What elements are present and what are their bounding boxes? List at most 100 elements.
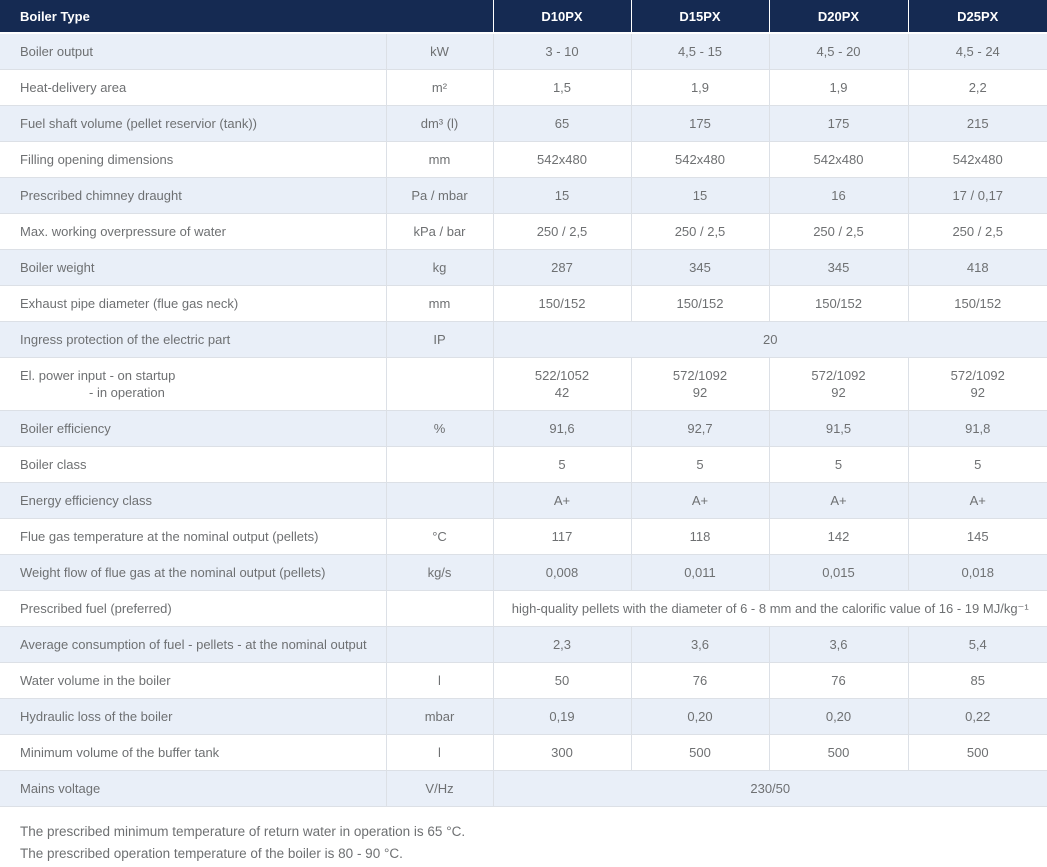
- header-model-d10px: D10PX: [492, 0, 631, 34]
- row-label: Boiler output: [0, 33, 386, 70]
- row-label-line1: Flue gas temperature at the nominal outp…: [20, 529, 319, 544]
- cell-value: 542x480: [630, 141, 769, 178]
- cell-value: 3 - 10: [492, 33, 631, 70]
- row-label-line1: Average consumption of fuel - pellets - …: [20, 637, 367, 652]
- cell-value: 2,2: [907, 69, 1047, 106]
- row-label-line1: El. power input - on startup: [20, 368, 176, 383]
- spec-row: Prescribed fuel (preferred) high-quality …: [0, 590, 1047, 627]
- cell-value: 5: [630, 446, 769, 483]
- cell-value: 542x480: [907, 141, 1047, 178]
- spec-row: Boiler output kW 3 - 10 4,5 - 15 4,5 - 20 4,5…: [0, 33, 1047, 70]
- cell-value: 2,3: [492, 626, 631, 663]
- table-body: Boiler output kW 3 - 10 4,5 - 15 4,5 - 20 4,5…: [0, 33, 1047, 807]
- row-label: Hydraulic loss of the boiler: [0, 698, 386, 735]
- spec-row: Max. working overpressure of water kPa / …: [0, 213, 1047, 250]
- cell-value: 250 / 2,5: [768, 213, 908, 250]
- row-label-line1: Ingress protection of the electric part: [20, 332, 231, 347]
- spec-row: Water volume in the boiler l 50 76 76 85: [0, 662, 1047, 699]
- cell-value: 3,6: [768, 626, 908, 663]
- cell-value: 150/152: [492, 285, 631, 322]
- spec-row: Average consumption of fuel - pellets - …: [0, 626, 1047, 663]
- row-label-line1: Heat-delivery area: [20, 80, 127, 95]
- cell-value: 522/1052 42: [492, 357, 631, 411]
- row-label-line1: Weight flow of flue gas at the nominal o…: [20, 565, 326, 580]
- cell-value: 287: [492, 249, 631, 286]
- row-label-line1: Prescribed chimney draught: [20, 188, 182, 203]
- cell-span-value: 230/50: [492, 770, 1047, 807]
- row-label-line1: Mains voltage: [20, 781, 101, 796]
- spec-row: Boiler efficiency% 91,6 92,7 91,5 91,8: [0, 410, 1047, 447]
- cell-value: 542x480: [768, 141, 908, 178]
- cell-value: 142: [768, 518, 908, 555]
- cell-value: 1,5: [492, 69, 631, 106]
- cell-value: 345: [768, 249, 908, 286]
- cell-value: 250 / 2,5: [630, 213, 769, 250]
- row-unit: l: [385, 662, 493, 699]
- cell-value: 5: [768, 446, 908, 483]
- row-label: Energy efficiency class: [0, 482, 386, 519]
- row-unit: [385, 446, 493, 483]
- cell-value: 150/152: [907, 285, 1047, 322]
- header-row: Boiler Type D10PX D15PX D20PX D25PX: [0, 0, 1047, 34]
- cell-span-value: 20: [492, 321, 1047, 358]
- spec-row: Fuel shaft volume (pellet reservior (tan…: [0, 105, 1047, 142]
- header-model-d20px: D20PX: [768, 0, 908, 34]
- cell-value: 0,011: [630, 554, 769, 591]
- row-label: Water volume in the boiler: [0, 662, 386, 699]
- cell-value: 4,5 - 20: [768, 33, 908, 70]
- row-label-line1: Max. working overpressure of water: [20, 224, 226, 239]
- row-label: Filling opening dimensions: [0, 141, 386, 178]
- cell-value: 0,20: [630, 698, 769, 735]
- row-unit: kg/s: [385, 554, 493, 591]
- row-unit: Pa / mbar: [385, 177, 493, 214]
- cell-value: 15: [630, 177, 769, 214]
- cell-value: 418: [907, 249, 1047, 286]
- cell-value: 572/1092 92: [630, 357, 769, 411]
- spec-row: Energy efficiency class A+ A+ A+ A+: [0, 482, 1047, 519]
- cell-value: 250 / 2,5: [907, 213, 1047, 250]
- cell-value: 300: [492, 734, 631, 771]
- cell-value: 572/1092 92: [907, 357, 1047, 411]
- cell-value: 17 / 0,17: [907, 177, 1047, 214]
- cell-value: A+: [630, 482, 769, 519]
- cell-value: 3,6: [630, 626, 769, 663]
- row-unit: kPa / bar: [385, 213, 493, 250]
- cell-value: 16: [768, 177, 908, 214]
- row-unit: °C: [385, 518, 493, 555]
- spec-row: Ingress protection of the electric part I…: [0, 321, 1047, 358]
- row-unit: %: [385, 410, 493, 447]
- cell-value: 76: [630, 662, 769, 699]
- spec-row: Exhaust pipe diameter (flue gas neck) mm 1…: [0, 285, 1047, 322]
- row-unit: [385, 357, 493, 411]
- row-unit: IP: [385, 321, 493, 358]
- spec-row: Boiler class 5 5 5 5: [0, 446, 1047, 483]
- cell-value: 92,7: [630, 410, 769, 447]
- row-unit: dm³ (l): [385, 105, 493, 142]
- spec-row: Prescribed chimney draught Pa / mbar 15 15 1…: [0, 177, 1047, 214]
- row-unit: l: [385, 734, 493, 771]
- cell-value: 0,19: [492, 698, 631, 735]
- cell-value: 117: [492, 518, 631, 555]
- cell-value: 0,008: [492, 554, 631, 591]
- cell-value: 50: [492, 662, 631, 699]
- cell-value: A+: [768, 482, 908, 519]
- cell-value: 150/152: [768, 285, 908, 322]
- row-label: Mains voltage: [0, 770, 386, 807]
- cell-value: 5: [492, 446, 631, 483]
- spec-row: Hydraulic loss of the boiler mbar 0,19 0,20…: [0, 698, 1047, 735]
- cell-value: 500: [768, 734, 908, 771]
- spec-row: Heat-delivery area m² 1,5 1,9 1,9 2,2: [0, 69, 1047, 106]
- header-boiler-type: Boiler Type: [0, 0, 493, 34]
- row-unit: V/Hz: [385, 770, 493, 807]
- spec-row: Flue gas temperature at the nominal outp…: [0, 518, 1047, 555]
- row-label: Prescribed fuel (preferred): [0, 590, 386, 627]
- row-label: Flue gas temperature at the nominal outp…: [0, 518, 386, 555]
- boiler-spec-table: Boiler Type D10PX D15PX D20PX D25PX Boil…: [0, 0, 1047, 807]
- row-unit: [385, 626, 493, 663]
- cell-value: A+: [907, 482, 1047, 519]
- cell-value: 1,9: [630, 69, 769, 106]
- cell-value: 215: [907, 105, 1047, 142]
- row-unit: mm: [385, 141, 493, 178]
- row-label: Exhaust pipe diameter (flue gas neck): [0, 285, 386, 322]
- cell-value: 5: [907, 446, 1047, 483]
